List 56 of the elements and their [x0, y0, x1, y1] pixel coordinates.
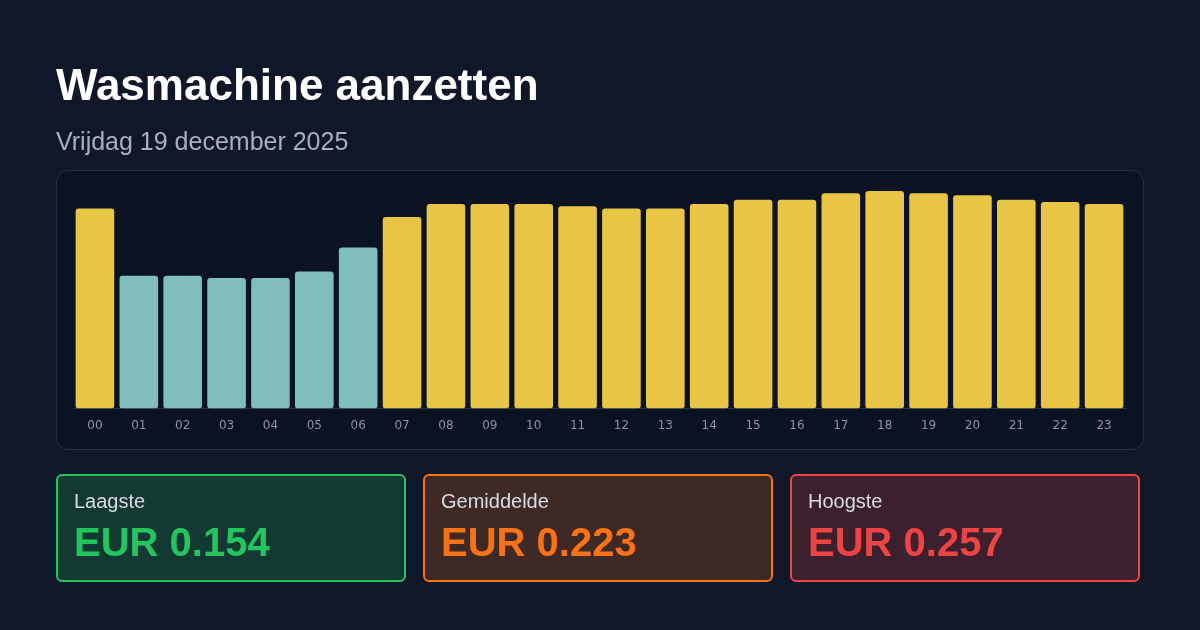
bar	[207, 278, 246, 409]
x-tick-label: 07	[394, 417, 410, 432]
x-tick-label: 17	[833, 417, 849, 432]
bar	[1084, 204, 1124, 409]
chart-subtitle: Vrijdag 19 december 2025	[56, 127, 349, 156]
text: EUR 0.223	[441, 520, 637, 565]
x-tick-label: 14	[701, 417, 717, 432]
bar	[251, 278, 290, 409]
x-tick-label: 11	[569, 417, 586, 432]
x-tick-label: 16	[789, 417, 805, 432]
bar	[514, 204, 553, 409]
text: EUR 0.257	[808, 520, 1004, 565]
x-tick-label: 21	[1008, 417, 1024, 432]
x-tick-label: 23	[1096, 417, 1112, 432]
x-tick-label: 19	[920, 417, 937, 432]
bar	[909, 193, 948, 409]
bar	[382, 217, 422, 409]
x-tick-label: 03	[218, 417, 235, 432]
x-tick-label: 06	[350, 417, 366, 432]
x-tick-label: 00	[87, 417, 103, 432]
bar	[295, 271, 334, 409]
x-tick-label: 22	[1052, 417, 1068, 432]
text: Gemiddelde	[441, 490, 549, 513]
text: EUR 0.154	[74, 520, 270, 565]
x-tick-label: 01	[131, 417, 147, 432]
bar	[75, 208, 115, 409]
bar	[470, 204, 510, 409]
text: Hoogste	[808, 490, 883, 513]
text: Laagste	[74, 490, 146, 513]
x-tick-label: 20	[964, 417, 981, 432]
x-tick-label: 13	[657, 417, 673, 432]
bar	[646, 208, 685, 409]
bar	[426, 204, 466, 409]
bar	[953, 195, 992, 409]
x-tick-label: 05	[306, 417, 322, 432]
x-tick-label: 04	[262, 417, 279, 432]
x-tick-label: 02	[175, 417, 191, 432]
bar	[602, 208, 641, 409]
bar	[1040, 201, 1080, 409]
bar	[338, 247, 378, 409]
bar	[821, 193, 861, 409]
bar	[777, 199, 817, 409]
x-tick-label: 10	[526, 417, 542, 432]
bar	[163, 275, 202, 409]
x-tick-label: 09	[482, 417, 498, 432]
chart-title: Wasmachine aanzetten	[56, 60, 539, 110]
bar	[865, 191, 904, 409]
x-tick-label: 18	[877, 417, 893, 432]
bar	[119, 275, 159, 409]
bar	[733, 199, 773, 409]
x-tick-label: 15	[745, 417, 761, 432]
bar	[997, 199, 1036, 409]
x-tick-label: 12	[613, 417, 630, 432]
bar	[558, 206, 597, 409]
bar	[689, 204, 729, 409]
x-tick-label: 08	[438, 417, 454, 432]
